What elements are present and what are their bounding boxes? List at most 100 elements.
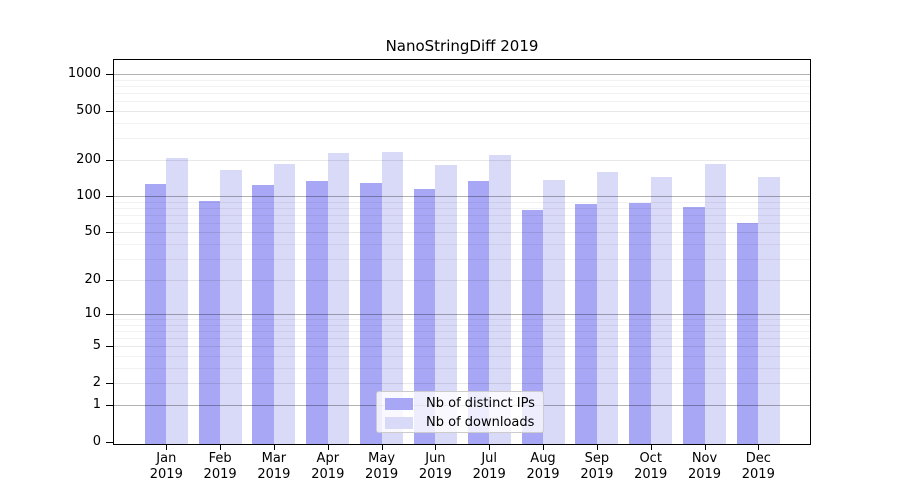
bar-downloads [166, 158, 188, 444]
grid-line-minor [114, 207, 810, 209]
y-axis-tick-label: 200 [76, 151, 101, 167]
bar-distinct-ips [360, 183, 382, 444]
legend-item-downloads: Nb of downloads [377, 413, 543, 432]
bar-distinct-ips [413, 188, 436, 444]
plot-area [113, 59, 811, 445]
grid-line-minor [114, 101, 810, 103]
grid-line-minor [114, 258, 810, 260]
x-axis-tick [489, 445, 491, 450]
grid-line-major [114, 110, 810, 112]
y-axis-tick-label: 0 [92, 433, 101, 449]
bar-distinct-ips [575, 204, 597, 444]
grid-line-emphasized [114, 74, 810, 76]
legend-label-downloads: Nb of downloads [426, 414, 535, 430]
x-axis-tick-label: Dec 2019 [741, 451, 775, 482]
x-axis-tick [220, 445, 222, 450]
legend-item-distinct-ips: Nb of distinct IPs [377, 394, 543, 413]
x-axis-tick-label: Oct 2019 [634, 451, 668, 482]
y-axis-tick-label: 1000 [67, 66, 101, 81]
grid-line-minor [114, 222, 810, 224]
grid-line-major [114, 346, 810, 348]
bar-distinct-ips [629, 203, 651, 444]
bar-downloads [435, 164, 457, 444]
y-axis-tick-label: 20 [84, 271, 101, 287]
grid-line-minor [114, 324, 810, 326]
bar-distinct-ips [198, 200, 221, 444]
grid-line-minor [114, 331, 810, 332]
y-axis-tick-label: 100 [76, 188, 101, 204]
y-axis-tick-label: 1 [92, 396, 101, 412]
legend-swatch-distinct-ips [385, 397, 413, 410]
grid-line-major [114, 279, 810, 281]
x-axis-tick [381, 445, 383, 450]
y-axis-tick-label: 2 [92, 375, 101, 391]
bar-downloads [758, 176, 780, 444]
grid-line-emphasized [114, 196, 810, 198]
grid-line-minor [114, 319, 810, 321]
y-axis-tick [106, 383, 113, 385]
y-axis-tick-label: 50 [84, 224, 101, 240]
x-axis-tick [273, 445, 275, 450]
x-axis-tick [596, 445, 598, 450]
legend-label-distinct-ips: Nb of distinct IPs [426, 395, 535, 411]
grid-line-major [114, 383, 810, 385]
x-axis-tick [166, 445, 168, 450]
bar-distinct-ips [736, 222, 759, 444]
legend: Nb of distinct IPs Nb of downloads [376, 391, 544, 433]
y-axis-tick [106, 314, 113, 316]
legend-swatch-downloads [385, 416, 413, 429]
y-axis-tick [106, 346, 113, 348]
bar-downloads [220, 170, 242, 444]
x-axis-tick-label: Sep 2019 [580, 451, 614, 482]
y-axis-tick [106, 159, 113, 161]
grid-line-major [114, 159, 810, 161]
grid-line-minor [114, 79, 810, 81]
grid-line-minor [114, 356, 810, 357]
bar-distinct-ips [306, 181, 328, 444]
bar-downloads [596, 171, 619, 444]
bar-distinct-ips [683, 206, 705, 444]
bar-downloads [489, 154, 511, 444]
bar-downloads [704, 163, 726, 444]
x-axis-tick [327, 445, 329, 450]
grid-line-minor [114, 214, 810, 216]
grid-line-minor [114, 338, 810, 340]
grid-line-emphasized [114, 314, 810, 316]
y-axis-tick [106, 110, 113, 112]
grid-line-minor [114, 85, 810, 87]
bar-downloads [650, 177, 673, 444]
y-axis-tick [106, 232, 113, 234]
x-axis-tick-label: Nov 2019 [687, 451, 722, 482]
y-axis-tick-label: 5 [92, 338, 101, 354]
x-axis-tick [650, 445, 652, 450]
y-axis-tick [106, 441, 113, 443]
bar-distinct-ips [144, 183, 167, 444]
x-axis-tick-label: Jan 2019 [149, 451, 183, 482]
grid-line-minor [114, 244, 810, 246]
x-axis-tick-label: Apr 2019 [311, 451, 345, 482]
grid-line-minor [114, 138, 810, 139]
bar-distinct-ips [467, 180, 490, 444]
y-axis-tick-label: 500 [76, 102, 101, 118]
y-axis-tick [106, 404, 113, 406]
x-axis-tick [435, 445, 437, 450]
y-axis-tick [106, 196, 113, 198]
x-axis-tick-label: Aug 2019 [526, 451, 560, 482]
bar-distinct-ips [252, 184, 274, 444]
grid-line-minor [114, 122, 810, 124]
x-axis-tick [758, 445, 760, 450]
bar-downloads [327, 153, 350, 444]
x-axis-tick-label: Mar 2019 [257, 451, 291, 482]
y-axis-tick-label: 10 [84, 306, 101, 322]
x-axis-tick-label: May 2019 [365, 451, 399, 482]
x-axis-tick [543, 445, 544, 450]
x-axis-tick-label: Feb 2019 [203, 451, 237, 482]
bar-downloads [543, 179, 565, 444]
x-axis-tick [704, 445, 706, 450]
x-axis-tick-label: Jul 2019 [472, 451, 506, 482]
bar-downloads [381, 152, 404, 444]
grid-line-major [114, 232, 810, 234]
y-axis-tick [106, 279, 113, 281]
bar-distinct-ips [521, 209, 543, 444]
